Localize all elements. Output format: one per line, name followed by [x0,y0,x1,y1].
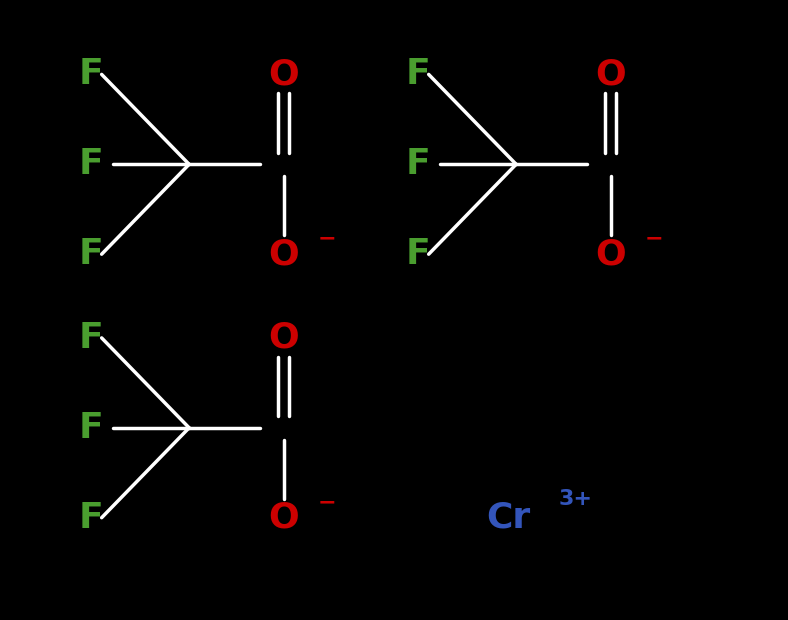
Text: F: F [78,411,103,445]
Text: O: O [268,501,299,534]
Text: Cr: Cr [486,501,530,534]
Text: F: F [78,237,103,271]
Text: F: F [78,501,103,534]
Text: O: O [268,321,299,355]
Text: F: F [405,58,430,91]
Text: F: F [78,321,103,355]
Text: F: F [78,58,103,91]
Text: F: F [78,148,103,181]
Text: O: O [268,237,299,271]
Text: F: F [405,148,430,181]
Text: −: − [318,229,336,249]
Text: −: − [318,492,336,512]
Text: F: F [405,237,430,271]
Text: −: − [645,229,663,249]
Text: O: O [595,237,626,271]
Text: O: O [268,58,299,91]
Text: O: O [595,58,626,91]
Text: 3+: 3+ [558,489,593,509]
